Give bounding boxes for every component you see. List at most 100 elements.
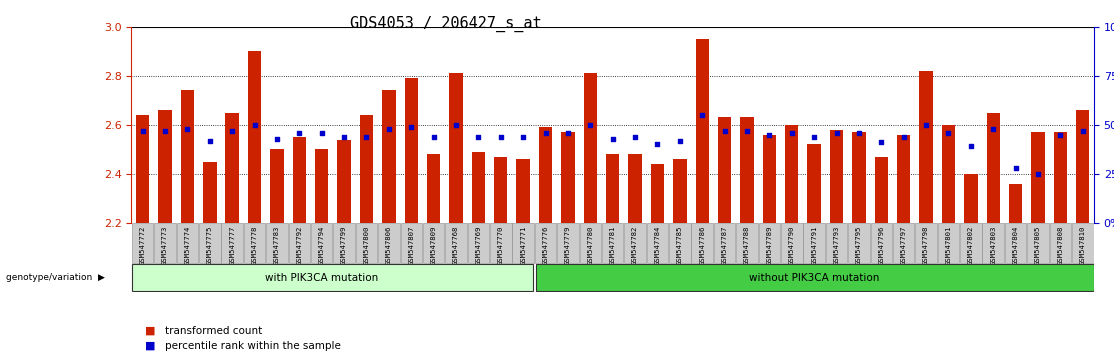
- Point: [671, 138, 688, 143]
- Text: GSM547790: GSM547790: [789, 226, 794, 265]
- Bar: [338, 139, 351, 223]
- Text: GSM547778: GSM547778: [252, 226, 257, 265]
- Point: [156, 128, 174, 133]
- Point: [961, 144, 979, 149]
- Point: [268, 136, 286, 141]
- FancyBboxPatch shape: [289, 223, 310, 263]
- Bar: [964, 174, 978, 223]
- Bar: [561, 132, 575, 223]
- FancyBboxPatch shape: [131, 223, 154, 263]
- Text: GSM547801: GSM547801: [946, 226, 951, 265]
- FancyBboxPatch shape: [781, 223, 802, 263]
- FancyBboxPatch shape: [355, 223, 378, 263]
- Text: GSM547775: GSM547775: [207, 226, 213, 265]
- FancyBboxPatch shape: [960, 223, 981, 263]
- Point: [739, 128, 756, 133]
- Bar: [360, 115, 373, 223]
- Text: GSM547773: GSM547773: [162, 226, 168, 265]
- Text: GSM547772: GSM547772: [139, 226, 146, 265]
- Text: ■: ■: [145, 326, 155, 336]
- Bar: [471, 152, 485, 223]
- FancyBboxPatch shape: [199, 223, 221, 263]
- Text: GSM547800: GSM547800: [363, 226, 370, 265]
- Bar: [136, 115, 149, 223]
- FancyBboxPatch shape: [446, 223, 467, 263]
- Bar: [247, 51, 262, 223]
- Point: [291, 130, 309, 136]
- Bar: [293, 137, 306, 223]
- Text: GSM547797: GSM547797: [901, 226, 907, 265]
- FancyBboxPatch shape: [983, 223, 1004, 263]
- Bar: [539, 127, 553, 223]
- Bar: [315, 149, 329, 223]
- Point: [335, 134, 353, 139]
- Bar: [495, 157, 508, 223]
- Bar: [987, 113, 1000, 223]
- FancyBboxPatch shape: [154, 223, 176, 263]
- Point: [358, 134, 375, 139]
- FancyBboxPatch shape: [311, 223, 332, 263]
- Point: [402, 124, 420, 130]
- FancyBboxPatch shape: [870, 223, 892, 263]
- Text: GSM547768: GSM547768: [453, 226, 459, 265]
- FancyBboxPatch shape: [177, 223, 198, 263]
- Text: GSM547785: GSM547785: [677, 226, 683, 265]
- Point: [313, 130, 331, 136]
- Point: [872, 139, 890, 145]
- Text: GSM547796: GSM547796: [878, 226, 885, 265]
- Point: [537, 130, 555, 136]
- Text: GSM547774: GSM547774: [185, 226, 190, 265]
- Point: [805, 134, 823, 139]
- Bar: [606, 154, 619, 223]
- Text: GSM547794: GSM547794: [319, 226, 324, 265]
- Bar: [449, 73, 462, 223]
- Point: [693, 112, 711, 118]
- Bar: [695, 39, 709, 223]
- Text: GSM547784: GSM547784: [654, 226, 661, 265]
- FancyBboxPatch shape: [1049, 223, 1072, 263]
- Text: GSM547786: GSM547786: [700, 226, 705, 265]
- Point: [1029, 171, 1047, 177]
- Point: [715, 128, 733, 133]
- Bar: [741, 118, 754, 223]
- Text: GSM547799: GSM547799: [341, 226, 348, 265]
- Text: GSM547770: GSM547770: [498, 226, 504, 265]
- Bar: [158, 110, 172, 223]
- Text: GSM547808: GSM547808: [1057, 226, 1064, 265]
- FancyBboxPatch shape: [736, 223, 758, 263]
- Point: [604, 136, 622, 141]
- Text: GSM547787: GSM547787: [722, 226, 727, 265]
- Text: GSM547795: GSM547795: [856, 226, 862, 265]
- Point: [917, 122, 935, 128]
- Bar: [203, 162, 216, 223]
- Text: ■: ■: [145, 341, 155, 351]
- Point: [761, 132, 779, 137]
- FancyBboxPatch shape: [535, 223, 556, 263]
- Bar: [271, 149, 284, 223]
- FancyBboxPatch shape: [714, 223, 735, 263]
- Point: [559, 130, 577, 136]
- FancyBboxPatch shape: [1072, 223, 1094, 263]
- Text: GSM547769: GSM547769: [476, 226, 481, 265]
- Bar: [517, 159, 530, 223]
- Text: GDS4053 / 206427_s_at: GDS4053 / 206427_s_at: [350, 16, 541, 32]
- Bar: [763, 135, 776, 223]
- Text: GSM547792: GSM547792: [296, 226, 302, 265]
- Bar: [673, 159, 686, 223]
- Point: [783, 130, 801, 136]
- Point: [134, 128, 152, 133]
- FancyBboxPatch shape: [893, 223, 915, 263]
- Text: GSM547781: GSM547781: [609, 226, 616, 265]
- Point: [626, 134, 644, 139]
- Bar: [919, 71, 932, 223]
- Point: [895, 134, 912, 139]
- Bar: [651, 164, 664, 223]
- Text: GSM547777: GSM547777: [229, 226, 235, 265]
- Text: percentile rank within the sample: percentile rank within the sample: [165, 341, 341, 351]
- FancyBboxPatch shape: [938, 223, 959, 263]
- Bar: [628, 154, 642, 223]
- Point: [828, 130, 846, 136]
- Text: GSM547805: GSM547805: [1035, 226, 1040, 265]
- Text: GSM547776: GSM547776: [543, 226, 548, 265]
- Bar: [808, 144, 821, 223]
